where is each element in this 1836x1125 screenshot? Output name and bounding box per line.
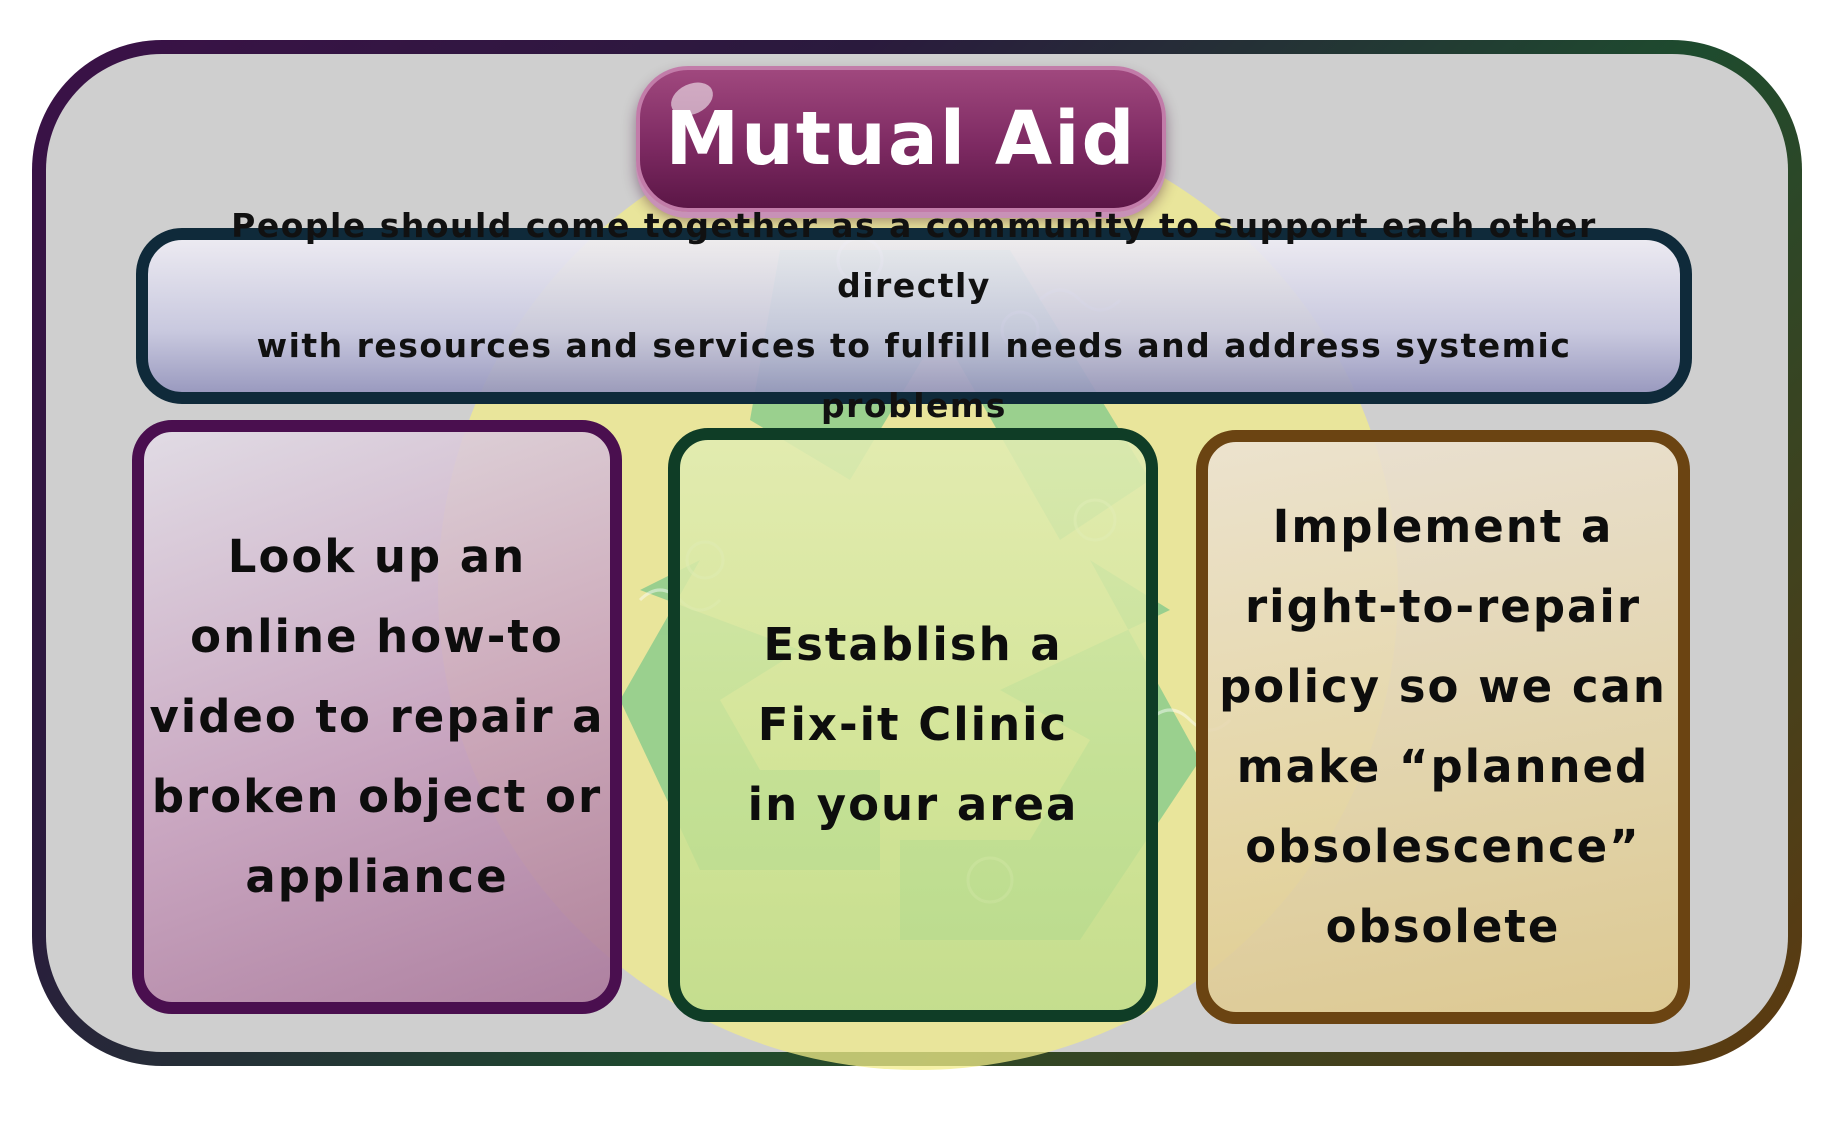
action-card-policy: Implement a right-to-repair policy so we… bbox=[1196, 430, 1690, 1024]
card-line: video to repair a bbox=[149, 690, 605, 743]
card-line: broken object or bbox=[151, 770, 603, 823]
card-line: online how-to bbox=[190, 610, 564, 663]
card-line: Implement a bbox=[1272, 500, 1614, 553]
action-card-individual: Look up an online how-to video to repair… bbox=[132, 420, 622, 1014]
page-title: Mutual Aid bbox=[665, 96, 1137, 182]
card-text: Look up an online how-to video to repair… bbox=[149, 517, 604, 917]
card-line: obsolescence” bbox=[1245, 820, 1641, 873]
card-line: appliance bbox=[245, 850, 509, 903]
card-line: in your area bbox=[747, 778, 1079, 831]
card-line: make “planned bbox=[1236, 740, 1650, 793]
card-line: policy so we can bbox=[1219, 660, 1667, 713]
card-line: Fix-it Clinic bbox=[757, 698, 1069, 751]
card-line: obsolete bbox=[1325, 900, 1561, 953]
card-text: Implement a right-to-repair policy so we… bbox=[1219, 487, 1667, 967]
description-line-2: with resources and services to fulfill n… bbox=[256, 326, 1572, 425]
card-line: right-to-repair bbox=[1244, 580, 1642, 633]
card-line: Look up an bbox=[227, 530, 527, 583]
description-text: People should come together as a communi… bbox=[178, 196, 1650, 436]
card-line: Establish a bbox=[763, 618, 1063, 671]
description-line-1: People should come together as a communi… bbox=[231, 206, 1597, 305]
title-banner: Mutual Aid bbox=[636, 66, 1166, 212]
card-text: Establish a Fix-it Clinic in your area bbox=[748, 605, 1079, 845]
description-box: People should come together as a communi… bbox=[136, 206, 1692, 425]
action-card-community: Establish a Fix-it Clinic in your area bbox=[668, 428, 1158, 1022]
